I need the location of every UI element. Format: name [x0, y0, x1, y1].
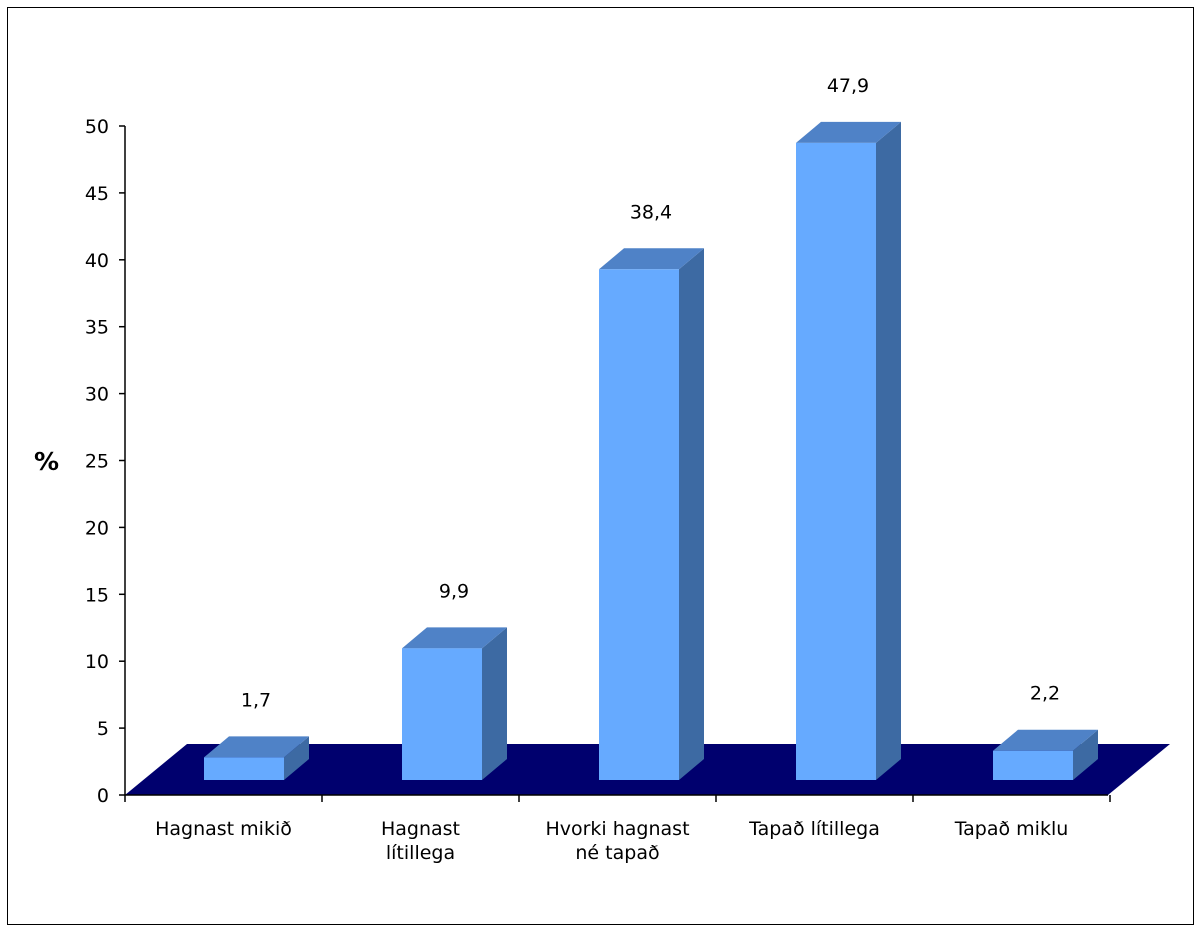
bar-side-5	[1073, 729, 1098, 780]
bar-side-3	[679, 248, 704, 780]
bar-side-4	[876, 121, 901, 781]
y-tick-label-30: 30	[85, 384, 109, 406]
bar-layer	[204, 121, 1098, 781]
bar-front-3	[599, 269, 679, 780]
y-tick-label-0: 0	[97, 785, 109, 807]
bar-top-5	[993, 729, 1098, 751]
y-tick-label-35: 35	[85, 317, 109, 339]
bar-top-2	[402, 627, 507, 649]
category-label-3-line-1: Hvorki hagnast	[545, 818, 689, 840]
category-label-3-line-2: né tapað	[575, 842, 659, 864]
bar-top-1	[204, 736, 309, 758]
category-label-4: Tapað lítillega	[748, 818, 880, 840]
category-label-2-line-2: lítillega	[386, 842, 455, 864]
data-label-5: 2,2	[1030, 683, 1060, 705]
bar-3	[599, 248, 704, 780]
data-label-2: 9,9	[439, 580, 469, 602]
y-tick-label-20: 20	[85, 517, 109, 539]
bar-front-2	[402, 648, 482, 780]
bar-side-1	[284, 736, 309, 780]
bar-top-3	[599, 248, 704, 270]
axis-layer: 0 5 10 15 20 25 30 35 40 45 50	[85, 116, 1111, 807]
category-label-2-line-1: Hagnast	[381, 818, 460, 840]
data-label-1: 1,7	[241, 689, 271, 711]
category-label-1: Hagnast mikið	[155, 818, 292, 840]
bar-front-4	[796, 142, 876, 780]
bar-1	[204, 736, 309, 780]
y-tick-label-25: 25	[85, 451, 109, 473]
bar-side-2	[482, 627, 507, 780]
y-tick-label-50: 50	[85, 116, 109, 138]
bar-4	[796, 121, 901, 781]
y-axis-title: %	[34, 447, 59, 476]
bar-2	[402, 627, 507, 780]
data-label-4: 47,9	[827, 75, 869, 97]
data-label-3: 38,4	[630, 201, 672, 223]
y-tick-label-5: 5	[97, 718, 109, 740]
bar-5	[993, 729, 1098, 780]
y-tick-label-10: 10	[85, 651, 109, 673]
bar-front-1	[204, 757, 284, 780]
category-label-5: Tapað miklu	[954, 818, 1069, 840]
y-tick-label-40: 40	[85, 250, 109, 272]
y-tick-label-45: 45	[85, 183, 109, 205]
y-tick-label-15: 15	[85, 584, 109, 606]
bar-top-4	[796, 121, 901, 143]
bar-front-5	[993, 750, 1073, 780]
